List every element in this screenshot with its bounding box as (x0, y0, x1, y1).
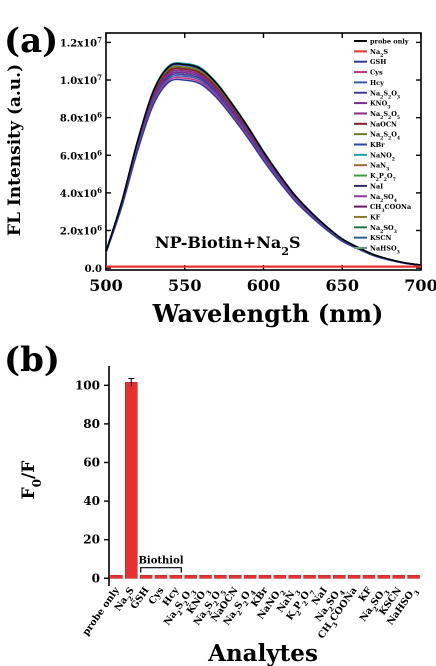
y-tick-label: 8.0x106 (60, 110, 102, 125)
bar (392, 575, 405, 579)
bar (125, 382, 138, 579)
bar (347, 575, 361, 579)
legend-label: Na2S2O5 (370, 110, 400, 121)
legend-label: Na2S2O4 (370, 131, 400, 142)
legend-label: NaOCN (370, 120, 397, 128)
y-tick-label: 80 (83, 417, 100, 431)
bar (229, 575, 242, 579)
x-tick-label: probe only (81, 585, 123, 638)
y-tick-label: 1.2x107 (60, 35, 102, 50)
bar (362, 575, 376, 579)
legend-label: Na2S2O3 (370, 89, 400, 100)
x-tick-label: 700 (404, 276, 436, 295)
bar (184, 575, 197, 579)
bar (407, 575, 420, 579)
x-tick-label: 600 (247, 276, 280, 295)
legend-label: KF (370, 213, 381, 221)
bar (169, 575, 183, 579)
series-line (106, 62, 421, 266)
panel-b-ylabel: F0/F (19, 461, 44, 500)
bar (288, 575, 301, 579)
y-tick-label: 100 (75, 378, 100, 392)
panel-b-label: (b) (4, 340, 60, 380)
legend-label: NaHSO3 (370, 245, 400, 256)
bar (110, 575, 123, 579)
x-tick-label: 650 (326, 276, 359, 295)
x-tick-label: K2P2O7 (284, 585, 317, 624)
y-tick-label: 0.0 (85, 264, 102, 275)
bar (243, 575, 257, 579)
bar (258, 575, 272, 579)
y-tick-label: 4.0x106 (60, 185, 102, 200)
panel-a-xlabel: Wavelength (nm) (152, 299, 384, 328)
panel-a-series (106, 61, 421, 268)
legend-label: Na2S (370, 48, 388, 59)
series-line (106, 78, 421, 266)
legend-label: Na2SO3 (370, 224, 397, 235)
y-tick-label: 0 (92, 571, 100, 585)
x-tick-label: 550 (168, 276, 201, 295)
legend-label: NaI (370, 182, 383, 190)
legend-label: GSH (370, 58, 386, 66)
bar (318, 575, 331, 579)
y-tick-label: 20 (83, 533, 100, 547)
y-tick-label: 60 (83, 455, 100, 469)
x-tick-label: 500 (89, 276, 122, 295)
legend-label: KNO3 (370, 100, 390, 111)
bar (199, 575, 212, 579)
legend-label: NaNO2 (370, 151, 395, 162)
legend-label: KSCN (370, 234, 392, 242)
y-tick-label: 40 (83, 494, 100, 508)
panel-a-ylabel: FL Intensity (a.u.) (5, 64, 25, 236)
bar (377, 575, 391, 579)
biothiol-label: Biothiol (138, 556, 183, 567)
legend-label: probe only (370, 38, 409, 46)
legend-label: CH3COONa (370, 203, 412, 214)
panel-a-label: (a) (4, 21, 58, 61)
bar (154, 575, 168, 579)
bar (333, 575, 346, 579)
biothiol-bracket (140, 567, 182, 573)
panel-a-annotation: NP-Biotin+Na2S (155, 233, 301, 258)
panel-b-xlabel: Analytes (207, 640, 318, 666)
legend-label: NaN3 (370, 162, 389, 173)
bar (273, 575, 287, 579)
y-tick-label: 1.0x107 (60, 73, 102, 88)
panel-a-plot: 500 550 600 650 700 0.0 2.0x106 4.0x106 6.0x106 8… (60, 32, 436, 295)
legend-label: Hcy (370, 79, 384, 87)
legend-label: KBr (370, 141, 385, 149)
y-tick-label: 2.0x106 (60, 223, 102, 238)
legend-label: K2P2O7 (370, 172, 396, 183)
bar (214, 575, 227, 579)
bar (303, 575, 316, 579)
legend-label: Cys (370, 69, 383, 77)
bar (139, 575, 153, 579)
y-tick-label: 6.0x106 (60, 148, 102, 163)
legend-label: Na2SO4 (370, 193, 397, 204)
